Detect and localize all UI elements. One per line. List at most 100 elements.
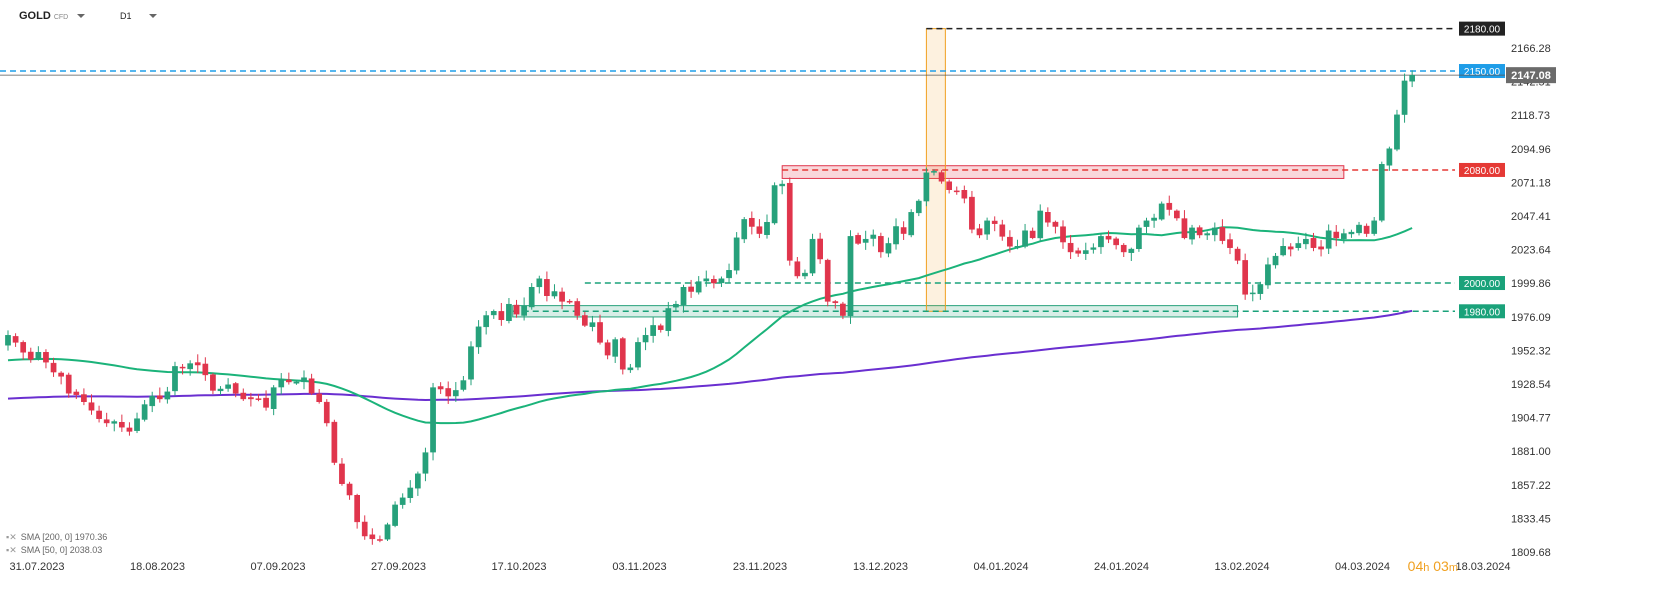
candle[interactable] [119,414,125,432]
candle[interactable] [134,412,140,434]
close-icon[interactable]: ▪✕ [6,532,17,542]
candle[interactable] [551,284,558,299]
sma200-line[interactable] [7,309,1413,402]
candle[interactable] [1189,224,1195,245]
candle[interactable] [695,276,702,295]
candle[interactable] [999,219,1006,241]
candle[interactable] [1174,209,1180,221]
candle[interactable] [316,389,323,404]
candle[interactable] [399,493,406,509]
candle[interactable] [771,182,778,225]
candle[interactable] [688,279,694,298]
candle[interactable] [1295,236,1302,251]
candle[interactable] [885,237,892,258]
candle[interactable] [422,447,429,482]
candle[interactable] [824,258,831,307]
candle[interactable] [96,405,102,423]
candle[interactable] [445,381,452,404]
candle[interactable] [642,327,649,351]
candle[interactable] [764,214,770,239]
candle[interactable] [103,412,110,427]
candle[interactable] [1158,201,1165,221]
candle[interactable] [1098,233,1104,254]
candle[interactable] [1136,224,1142,252]
candle[interactable] [847,230,854,324]
candle[interactable] [946,179,953,194]
timeframe-selector[interactable]: D1 [120,10,157,22]
candle[interactable] [179,363,186,375]
candle[interactable] [1113,236,1119,250]
candle[interactable] [1196,225,1203,239]
candle[interactable] [255,393,262,402]
candle[interactable] [756,219,763,239]
candle[interactable] [726,263,732,283]
candle[interactable] [528,283,535,310]
candle[interactable] [1166,195,1173,216]
candle[interactable] [1219,219,1226,245]
candle[interactable] [293,379,300,385]
candle[interactable] [1318,240,1324,257]
candle[interactable] [248,392,254,407]
candle[interactable] [1044,207,1051,227]
candle[interactable] [908,209,915,238]
candle[interactable] [513,299,520,318]
candle[interactable] [232,382,239,398]
sma50-legend[interactable]: ▪✕ SMA [50, 0] 2038.03 [6,545,102,556]
candle[interactable] [172,361,178,396]
candle[interactable] [574,298,581,320]
candle[interactable] [210,373,216,395]
candle[interactable] [278,373,285,395]
candle[interactable] [126,422,133,436]
candle[interactable] [452,382,459,402]
candle[interactable] [308,373,315,396]
candle[interactable] [1234,246,1241,265]
candle[interactable] [923,167,930,207]
candle[interactable] [1333,225,1340,247]
candle[interactable] [164,386,171,404]
candle[interactable] [635,337,641,371]
candle[interactable] [984,217,990,240]
candle[interactable] [1014,239,1021,250]
candle[interactable] [1371,217,1378,236]
candle[interactable] [840,301,846,320]
candle[interactable] [73,389,80,400]
candle[interactable] [612,337,619,363]
candle[interactable] [361,515,368,540]
candle[interactable] [20,340,27,360]
candle[interactable] [1363,223,1370,237]
candle[interactable] [521,297,527,321]
candle[interactable] [581,311,588,328]
candle[interactable] [415,471,421,496]
candle[interactable] [878,232,884,258]
candle[interactable] [1257,281,1264,300]
candle[interactable] [1022,223,1028,249]
candle[interactable] [900,221,907,240]
candle[interactable] [194,354,201,373]
candle[interactable] [12,333,19,347]
candle[interactable] [506,298,512,324]
candle[interactable] [1060,220,1066,249]
candle[interactable] [673,300,679,312]
close-icon[interactable]: ▪✕ [6,545,17,555]
candle[interactable] [802,269,808,280]
candle[interactable] [35,346,42,361]
candle[interactable] [468,341,474,386]
candle[interactable] [1325,224,1332,255]
candle[interactable] [384,522,391,542]
candle[interactable] [187,360,194,376]
candle[interactable] [559,287,565,310]
candle[interactable] [711,275,717,289]
candle[interactable] [893,218,899,250]
candle[interactable] [938,170,945,184]
candle[interactable] [1378,161,1385,223]
candle[interactable] [1340,228,1347,244]
candle[interactable] [202,357,209,381]
candle[interactable] [81,388,87,406]
candle[interactable] [779,180,786,195]
sma50-line[interactable] [7,226,1413,425]
candle[interactable] [339,458,345,486]
candle[interactable] [809,233,816,276]
candle[interactable] [657,323,664,333]
candle[interactable] [392,501,398,528]
